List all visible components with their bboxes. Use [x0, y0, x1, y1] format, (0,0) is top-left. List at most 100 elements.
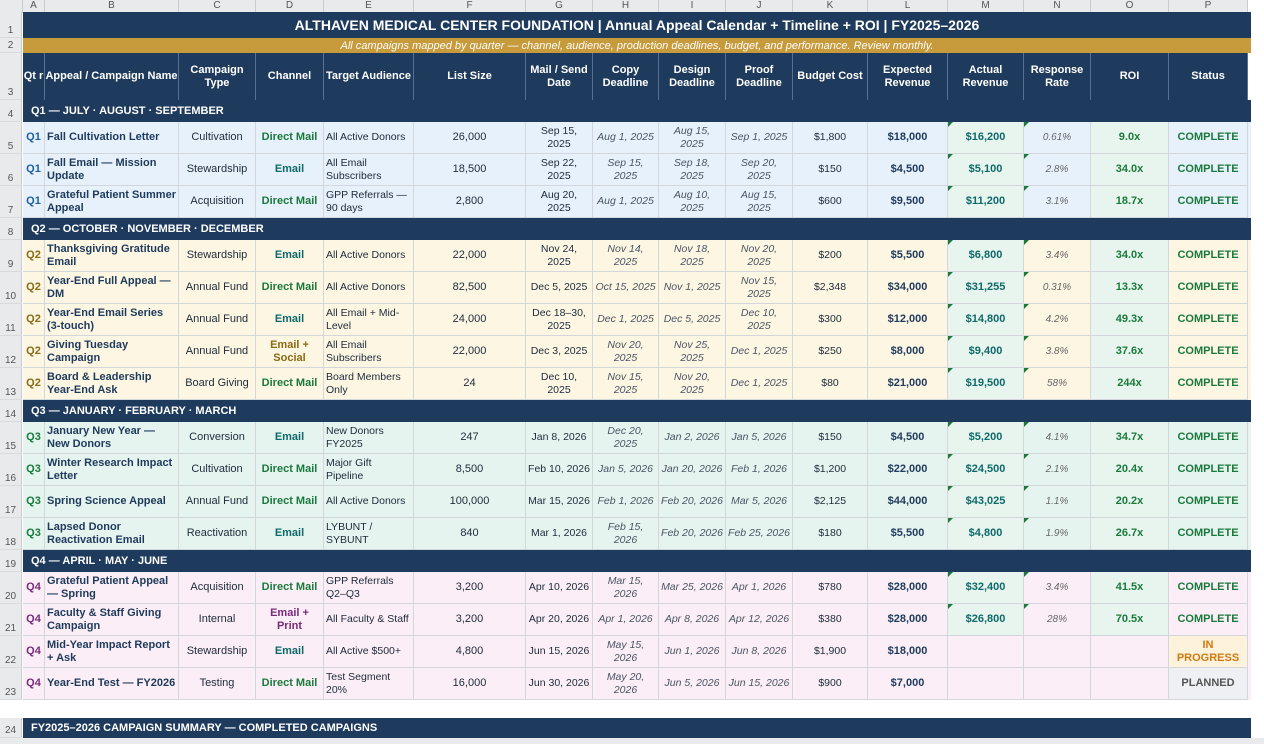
cell-expected[interactable]: $22,000	[868, 454, 948, 486]
cell-copy[interactable]: Feb 1, 2026	[593, 486, 659, 518]
cell-name[interactable]: Year-End Test — FY2026	[45, 668, 179, 700]
cell-expected[interactable]: $7,000	[868, 668, 948, 700]
header-5[interactable]: Target Audience	[324, 53, 414, 100]
cell-send[interactable]: Aug 20, 2025	[526, 186, 593, 218]
cell-status[interactable]: COMPLETE	[1169, 154, 1248, 186]
cell-actual[interactable]: $19,500	[948, 368, 1024, 400]
cell-channel[interactable]: Direct Mail	[256, 122, 324, 154]
cell-response[interactable]	[1024, 668, 1091, 700]
cell-actual[interactable]: $9,400	[948, 336, 1024, 368]
cell-type[interactable]: Annual Fund	[179, 336, 256, 368]
cell-list[interactable]: 82,500	[414, 272, 526, 304]
cell-qtr[interactable]: Q2	[23, 336, 45, 368]
cell-design[interactable]: Jun 5, 2026	[659, 668, 726, 700]
cell-status[interactable]: COMPLETE	[1169, 240, 1248, 272]
column-header-c[interactable]: C	[179, 0, 256, 12]
cell-name[interactable]: January New Year — New Donors	[45, 422, 179, 454]
cell-design[interactable]: Feb 20, 2026	[659, 518, 726, 550]
cell-channel[interactable]: Email	[256, 518, 324, 550]
cell-actual[interactable]: $4,800	[948, 518, 1024, 550]
cell-copy[interactable]: Nov 14, 2025	[593, 240, 659, 272]
cell-expected[interactable]: $4,500	[868, 422, 948, 454]
row-number[interactable]: 20	[0, 572, 22, 604]
cell-actual[interactable]: $43,025	[948, 486, 1024, 518]
cell-response[interactable]: 3.4%	[1024, 572, 1091, 604]
cell-type[interactable]: Annual Fund	[179, 304, 256, 336]
horizontal-scrollbar[interactable]	[0, 738, 1264, 744]
cell-channel[interactable]: Email	[256, 422, 324, 454]
cell-design[interactable]: Sep 18, 2025	[659, 154, 726, 186]
summary-band[interactable]: FY2025–2026 CAMPAIGN SUMMARY — COMPLETED…	[23, 718, 1251, 738]
cell-audience[interactable]: All Faculty & Staff	[324, 604, 414, 636]
cell-list[interactable]: 22,000	[414, 336, 526, 368]
header-3[interactable]: Campaign Type	[179, 53, 256, 100]
cell-list[interactable]: 18,500	[414, 154, 526, 186]
cell-copy[interactable]: May 15, 2026	[593, 636, 659, 668]
column-header-o[interactable]: O	[1091, 0, 1169, 12]
cell-budget[interactable]: $150	[793, 154, 868, 186]
cell-copy[interactable]: Nov 15, 2025	[593, 368, 659, 400]
cell-audience[interactable]: All Active Donors	[324, 486, 414, 518]
cell-list[interactable]: 3,200	[414, 604, 526, 636]
cell-type[interactable]: Cultivation	[179, 454, 256, 486]
cell-proof[interactable]: Nov 15, 2025	[726, 272, 793, 304]
cell-audience[interactable]: GPP Referrals — 90 days	[324, 186, 414, 218]
cell-copy[interactable]: Dec 20, 2025	[593, 422, 659, 454]
sheet-title[interactable]: ALTHAVEN MEDICAL CENTER FOUNDATION | Ann…	[23, 12, 1251, 38]
cell-expected[interactable]: $5,500	[868, 240, 948, 272]
cell-roi[interactable]: 37.6x	[1091, 336, 1169, 368]
cell-channel[interactable]: Direct Mail	[256, 272, 324, 304]
cell-name[interactable]: Mid-Year Impact Report + Ask	[45, 636, 179, 668]
cell-type[interactable]: Conversion	[179, 422, 256, 454]
cell-type[interactable]: Annual Fund	[179, 486, 256, 518]
table-row[interactable]: Q2 Thanksgiving Gratitude Email Stewardshi…	[23, 240, 1251, 272]
row-number[interactable]: 9	[0, 240, 22, 272]
cell-audience[interactable]: All Email Subscribers	[324, 336, 414, 368]
cell-response[interactable]: 3.8%	[1024, 336, 1091, 368]
row-number[interactable]: 7	[0, 186, 22, 218]
cell-copy[interactable]: Sep 15, 2025	[593, 154, 659, 186]
cell-copy[interactable]: Feb 15, 2026	[593, 518, 659, 550]
cell-audience[interactable]: All Active Donors	[324, 240, 414, 272]
cell-proof[interactable]: Jun 15, 2026	[726, 668, 793, 700]
column-header-j[interactable]: J	[726, 0, 793, 12]
row-number[interactable]: 21	[0, 604, 22, 636]
row-number[interactable]: 3	[0, 53, 22, 100]
cell-roi[interactable]: 9.0x	[1091, 122, 1169, 154]
column-header-p[interactable]: P	[1169, 0, 1248, 12]
cell-send[interactable]: Sep 22, 2025	[526, 154, 593, 186]
row-number[interactable]: 14	[0, 400, 22, 422]
column-header-e[interactable]: E	[324, 0, 414, 12]
cell-send[interactable]: Feb 10, 2026	[526, 454, 593, 486]
cell-type[interactable]: Acquisition	[179, 572, 256, 604]
cell-list[interactable]: 247	[414, 422, 526, 454]
header-2[interactable]: Appeal / Campaign Name	[45, 53, 179, 100]
cell-name[interactable]: Year-End Email Series (3-touch)	[45, 304, 179, 336]
cell-response[interactable]: 4.1%	[1024, 422, 1091, 454]
cell-proof[interactable]: Jan 5, 2026	[726, 422, 793, 454]
cell-roi[interactable]: 26.7x	[1091, 518, 1169, 550]
cell-proof[interactable]: Dec 1, 2025	[726, 368, 793, 400]
cell-type[interactable]: Testing	[179, 668, 256, 700]
header-11[interactable]: Budget Cost	[793, 53, 868, 100]
cell-audience[interactable]: GPP Referrals Q2–Q3	[324, 572, 414, 604]
sheet-subtitle[interactable]: All campaigns mapped by quarter — channe…	[23, 38, 1251, 53]
cell-roi[interactable]: 20.4x	[1091, 454, 1169, 486]
column-header-l[interactable]: L	[868, 0, 948, 12]
cell-response[interactable]: 1.1%	[1024, 486, 1091, 518]
cell-actual[interactable]: $24,500	[948, 454, 1024, 486]
row-number[interactable]: 15	[0, 422, 22, 454]
column-header-a[interactable]: A	[23, 0, 45, 12]
cell-proof[interactable]: Apr 1, 2026	[726, 572, 793, 604]
cell-status[interactable]: COMPLETE	[1169, 518, 1248, 550]
cell-audience[interactable]: Board Members Only	[324, 368, 414, 400]
cell-budget[interactable]: $2,348	[793, 272, 868, 304]
cell-expected[interactable]: $5,500	[868, 518, 948, 550]
row-number[interactable]: 22	[0, 636, 22, 668]
cell-name[interactable]: Winter Research Impact Letter	[45, 454, 179, 486]
cell-copy[interactable]: Oct 15, 2025	[593, 272, 659, 304]
cell-audience[interactable]: Major Gift Pipeline	[324, 454, 414, 486]
cell-design[interactable]: Nov 25, 2025	[659, 336, 726, 368]
cell-proof[interactable]: Dec 1, 2025	[726, 336, 793, 368]
cell-proof[interactable]: Feb 1, 2026	[726, 454, 793, 486]
